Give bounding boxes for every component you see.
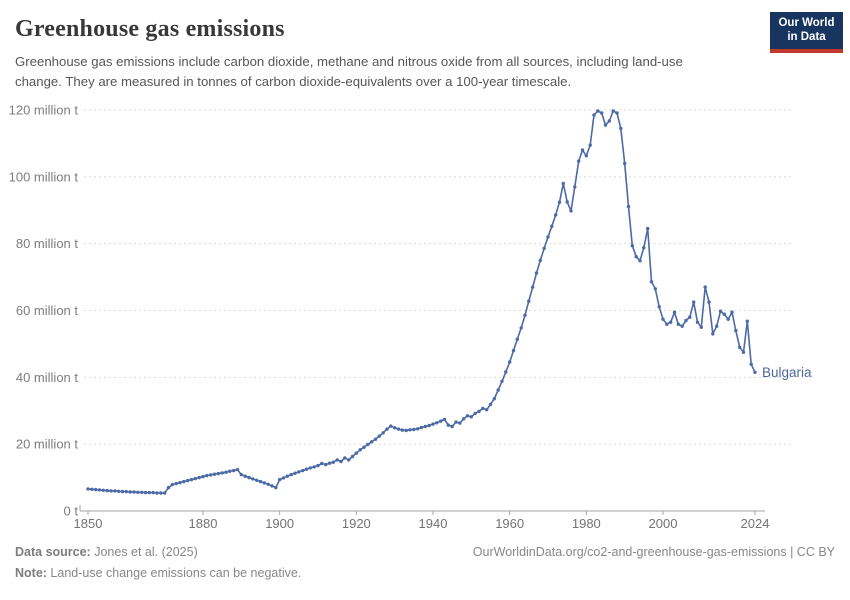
data-source-label: Data source: [15,545,91,559]
svg-text:1850: 1850 [74,516,103,531]
svg-text:0 t: 0 t [64,504,79,519]
svg-text:100 million t: 100 million t [9,169,79,184]
y-axis-labels: 0 t 20 million t 40 million t 60 million t 8… [9,103,79,519]
chart-subtitle: Greenhouse gas emissions include carbon … [15,54,683,89]
data-point-markers [86,109,757,495]
svg-text:120 million t: 120 million t [9,103,79,118]
note-line: Note: Land-use change emissions can be n… [15,566,301,580]
y-gridlines [84,109,792,445]
data-source-value: Jones et al. (2025) [90,545,198,559]
note-label: Note: [15,566,47,580]
note-value: Land-use change emissions can be negativ… [46,566,302,580]
svg-text:60 million t: 60 million t [16,303,79,318]
owid-logo-text-line1: Our World [778,17,835,30]
page-title: Greenhouse gas emissions [15,16,285,42]
svg-text:40 million t: 40 million t [16,370,79,385]
svg-text:1880: 1880 [189,516,218,531]
svg-text:1940: 1940 [419,516,448,531]
owid-logo-text-line2: in Data [787,30,826,43]
svg-text:1980: 1980 [572,516,601,531]
source-url-link[interactable]: OurWorldinData.org/co2-and-greenhouse-ga… [472,545,835,559]
svg-text:80 million t: 80 million t [16,236,79,251]
emissions-line [87,110,756,494]
svg-text:2000: 2000 [649,516,678,531]
owid-logo: Our World in Data [770,12,843,53]
x-axis: 1850 1880 1900 1920 1940 1960 1980 2000 2024 [74,505,770,531]
svg-text:2024: 2024 [741,516,770,531]
svg-text:1960: 1960 [495,516,524,531]
entity-label: Bulgaria [762,365,812,380]
svg-text:1900: 1900 [265,516,294,531]
svg-text:1920: 1920 [342,516,371,531]
data-source-line: Data source: Jones et al. (2025) [15,545,198,559]
svg-text:20 million t: 20 million t [16,437,79,452]
